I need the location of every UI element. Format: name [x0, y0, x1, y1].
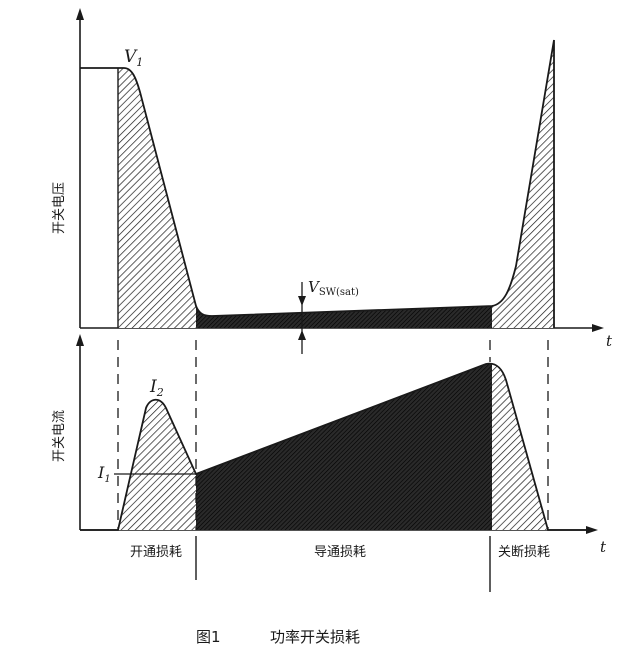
voltage-y-label: 开关电压 — [52, 182, 67, 234]
voltage-y-arrow — [76, 8, 84, 20]
figure-number: 图1 — [196, 628, 221, 646]
current-panel: I2 I1 t 开关电流 — [52, 334, 607, 556]
current-turn-on-loss-area — [118, 399, 196, 530]
phase-label-turn-off: 关断损耗 — [498, 545, 550, 560]
current-turn-off-loss-area — [492, 364, 548, 530]
voltage-waveform — [80, 39, 555, 328]
voltage-x-label: t — [606, 332, 613, 350]
current-peak-label: I2 — [149, 377, 164, 399]
voltage-conduction-loss-area — [196, 306, 492, 328]
figure-title: 功率开关损耗 — [270, 628, 360, 646]
current-conduction-loss-area — [196, 364, 492, 530]
voltage-panel: V1 VSW(sat) t 开关电压 — [52, 8, 613, 354]
phase-label-turn-on: 开通损耗 — [130, 545, 182, 560]
phase-label-conduction: 导通损耗 — [314, 545, 366, 560]
current-y-arrow — [76, 334, 84, 346]
current-x-arrow — [586, 526, 598, 534]
current-y-label: 开关电流 — [52, 410, 67, 462]
current-i1-label: I1 — [97, 463, 111, 485]
vsat-down-arrow — [298, 296, 306, 306]
voltage-peak-label: V1 — [124, 47, 143, 69]
phase-boundaries — [117, 340, 549, 530]
vsat-up-arrow — [298, 330, 306, 340]
voltage-turn-on-loss-area — [118, 68, 212, 328]
current-x-label: t — [600, 538, 607, 556]
voltage-x-arrow — [592, 324, 604, 332]
vsat-label: VSW(sat) — [308, 278, 359, 298]
voltage-turn-off-loss-area — [492, 40, 554, 328]
